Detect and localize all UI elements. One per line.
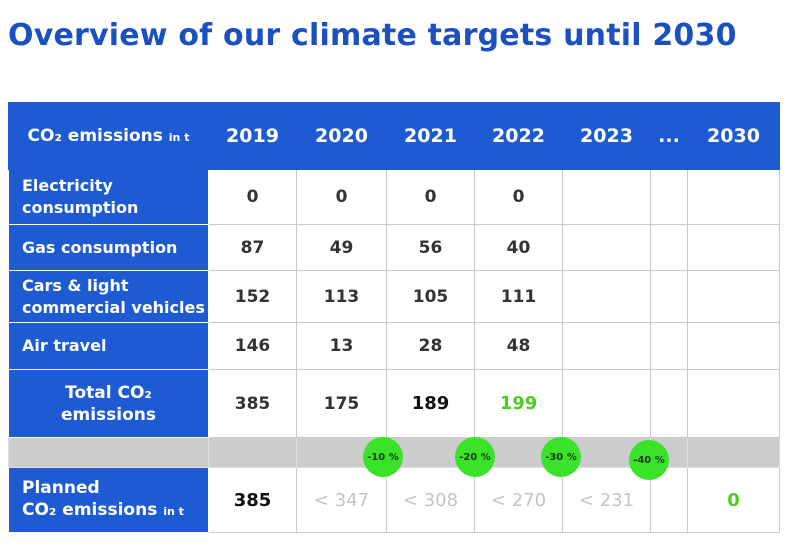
year-header: 2022: [474, 102, 563, 170]
reduction-badge: -10 %: [363, 437, 403, 477]
table-row: Cars & light commercial vehicles 152 113…: [8, 270, 780, 323]
page-title: Overview of our climate targets until 20…: [8, 18, 737, 53]
value-cell: 113: [296, 270, 387, 323]
planned-value-cell: < 270: [474, 467, 563, 533]
value-cell: 13: [296, 322, 387, 370]
year-header: 2023: [562, 102, 651, 170]
header-row: CO₂ emissions in t 2019 2020 2021 2022 2…: [8, 102, 780, 170]
total-value-cell: 175: [296, 369, 387, 438]
header-label: CO₂ emissions: [27, 126, 163, 146]
value-cell: [562, 322, 651, 370]
value-cell: [562, 270, 651, 323]
value-cell: [687, 270, 780, 323]
planned-value-cell: < 347: [296, 467, 387, 533]
separator-cell: [208, 437, 297, 468]
value-cell: 49: [296, 224, 387, 271]
planned-value-cell: < 308: [386, 467, 475, 533]
reduction-badge: -30 %: [541, 437, 581, 477]
row-label: Cars & light commercial vehicles: [8, 270, 209, 323]
planned-label-cell: Planned CO₂ emissions in t: [8, 467, 209, 533]
value-cell: 152: [208, 270, 297, 323]
total-value-cell: [650, 369, 688, 438]
total-value-cell: 385: [208, 369, 297, 438]
row-label: Gas consumption: [8, 224, 209, 271]
separator-cell: [687, 437, 780, 468]
total-value-cell: [687, 369, 780, 438]
value-cell: [650, 322, 688, 370]
value-cell: [687, 169, 780, 225]
value-cell: 56: [386, 224, 475, 271]
year-header: 2020: [296, 102, 387, 170]
value-cell: 0: [208, 169, 297, 225]
value-cell: [562, 169, 651, 225]
year-header: 2030: [687, 102, 780, 170]
planned-row: Planned CO₂ emissions in t 385 < 347 < 3…: [8, 467, 780, 533]
value-cell: 146: [208, 322, 297, 370]
planned-unit: in t: [163, 505, 184, 518]
value-cell: 0: [474, 169, 563, 225]
value-cell: 0: [296, 169, 387, 225]
planned-value-cell: 385: [208, 467, 297, 533]
value-cell: 40: [474, 224, 563, 271]
value-cell: 111: [474, 270, 563, 323]
planned-label-line1: Planned: [22, 478, 100, 498]
total-label-cell: Total CO₂ emissions: [8, 369, 209, 438]
value-cell: 48: [474, 322, 563, 370]
value-cell: 105: [386, 270, 475, 323]
planned-value-cell: 0: [687, 467, 780, 533]
year-header: 2019: [208, 102, 297, 170]
year-header: ...: [650, 102, 688, 170]
total-value-cell: [562, 369, 651, 438]
value-cell: 28: [386, 322, 475, 370]
separator-cell: [8, 437, 209, 468]
value-cell: [687, 224, 780, 271]
header-unit: in t: [168, 131, 190, 144]
planned-value-cell: < 231: [562, 467, 651, 533]
value-cell: 0: [386, 169, 475, 225]
total-value-cell: 189: [386, 369, 475, 438]
table-row: Gas consumption 87 49 56 40: [8, 224, 780, 271]
planned-label-line2: CO₂ emissions in t: [22, 499, 208, 523]
value-cell: [687, 322, 780, 370]
value-cell: [650, 169, 688, 225]
reduction-badge: -20 %: [455, 437, 495, 477]
value-cell: [562, 224, 651, 271]
planned-label-text: CO₂ emissions: [22, 500, 158, 520]
reduction-badge: -40 %: [629, 440, 669, 480]
value-cell: 87: [208, 224, 297, 271]
value-cell: [650, 270, 688, 323]
total-row: Total CO₂ emissions 385 175 189 199: [8, 369, 780, 438]
header-label-cell: CO₂ emissions in t: [8, 102, 209, 170]
table-row: Electricity consumption 0 0 0 0: [8, 169, 780, 225]
value-cell: [650, 224, 688, 271]
total-value-cell: 199: [474, 369, 563, 438]
total-label-line2: emissions: [60, 404, 157, 425]
row-label: Air travel: [8, 322, 209, 370]
total-label-line1: Total CO₂: [65, 382, 152, 403]
table-row: Air travel 146 13 28 48: [8, 322, 780, 370]
climate-targets-table: CO₂ emissions in t 2019 2020 2021 2022 2…: [8, 102, 780, 533]
row-label: Electricity consumption: [8, 169, 209, 225]
year-header: 2021: [386, 102, 475, 170]
